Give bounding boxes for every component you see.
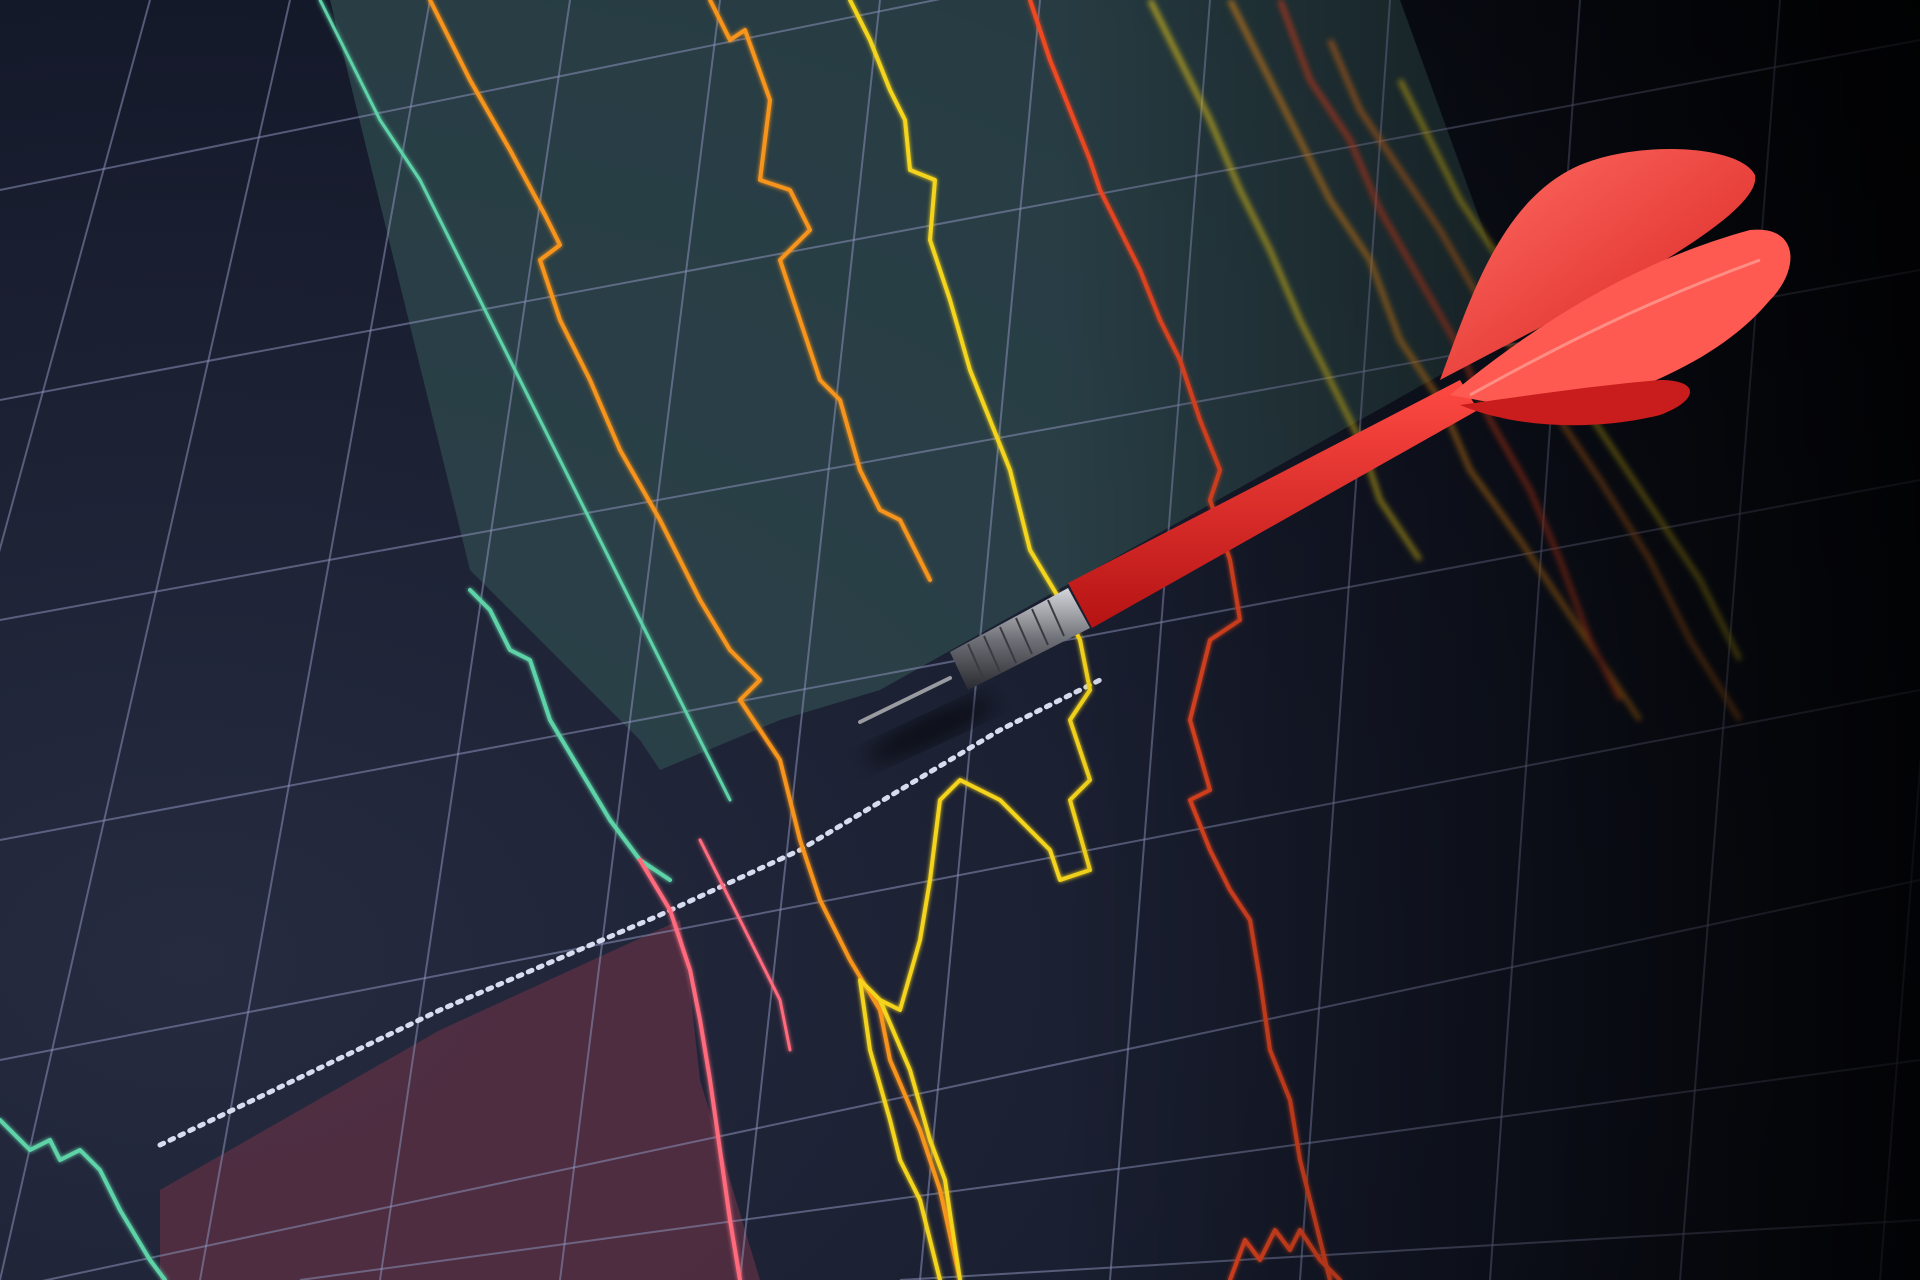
dart-tip bbox=[858, 676, 952, 724]
dart-flight-highlight bbox=[1469, 258, 1761, 397]
dart-shadow bbox=[866, 697, 994, 763]
dart-flight-right bbox=[1450, 229, 1791, 415]
dart-flight-bottom bbox=[1460, 380, 1690, 426]
dart-shaft bbox=[1068, 380, 1478, 628]
dart-flight-top bbox=[1440, 148, 1756, 380]
dart-icon bbox=[858, 148, 1791, 763]
dart-barrel-grip bbox=[967, 599, 1065, 681]
